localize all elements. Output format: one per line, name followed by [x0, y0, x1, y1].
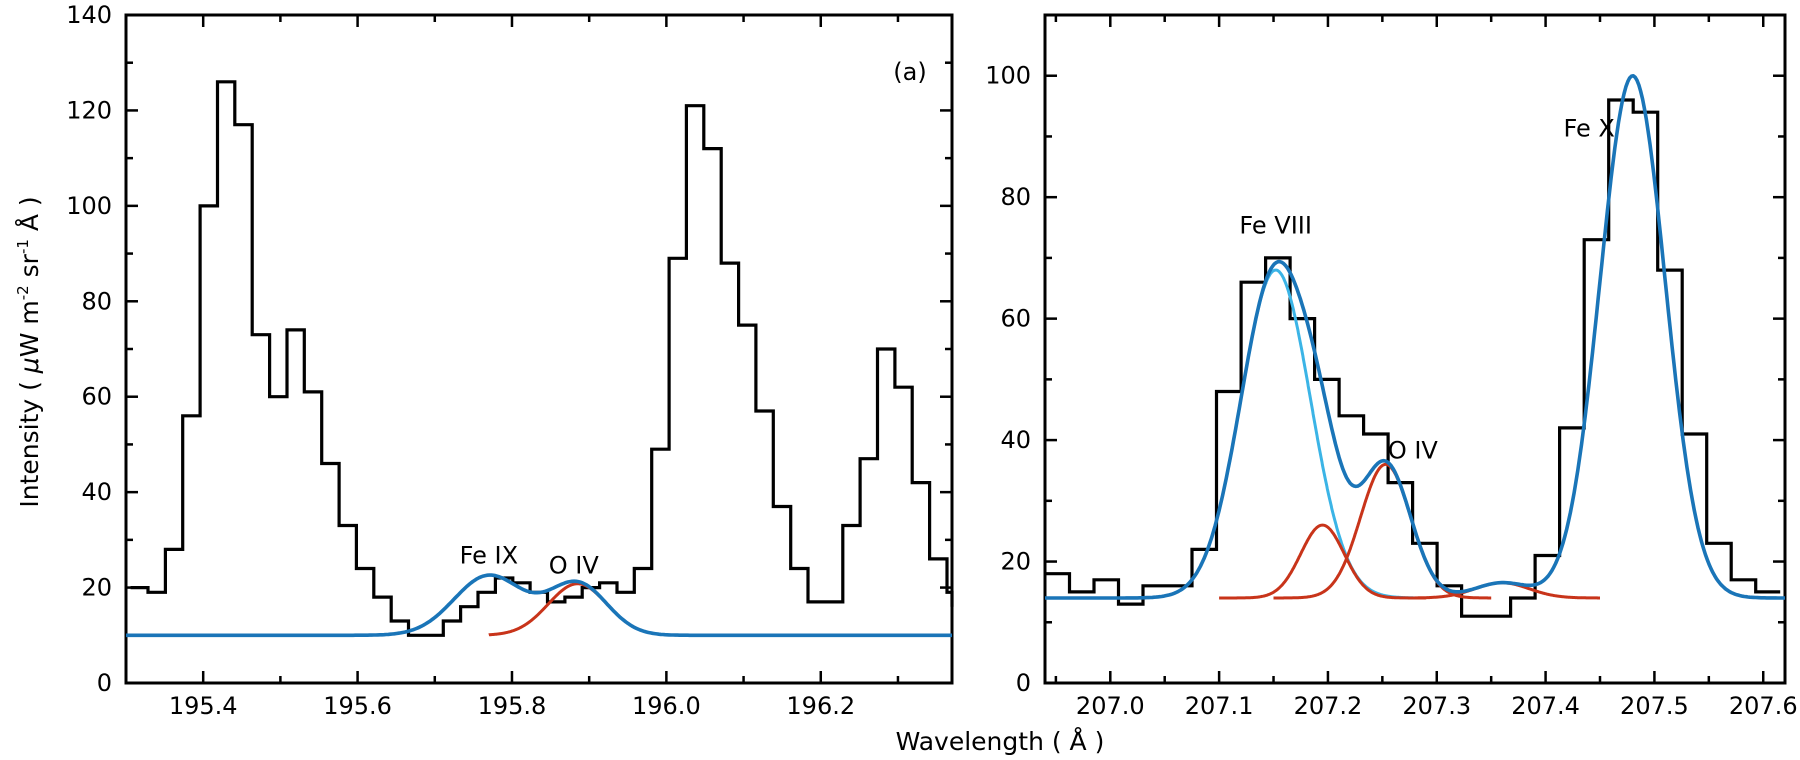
- plot-frame: [1043, 13, 1787, 685]
- fit-total-curve: [126, 573, 952, 638]
- x-tick-label: 196.0: [632, 692, 701, 720]
- y-tick-label: 0: [1016, 669, 1031, 697]
- o-component-curve: [487, 582, 629, 637]
- x-tick-label: 196.2: [786, 692, 855, 720]
- y-axis-title: Intensity ( μW m-2 sr-1 Å ): [14, 196, 44, 507]
- x-tick-label: 207.0: [1076, 692, 1145, 720]
- x-tick-label: 207.5: [1620, 692, 1689, 720]
- o-component-curve: [1218, 523, 1427, 600]
- panel-b: 207.0 207.1 207.2 207.3 207.4 207.5 207.6 0 20 40…: [985, 13, 1798, 720]
- x-tick-label: 207.4: [1511, 692, 1580, 720]
- y-tick-label: 140: [66, 1, 112, 29]
- x-tick-label: 195.4: [169, 692, 238, 720]
- x-tick-label: 195.6: [323, 692, 392, 720]
- fit-total-curve: [1045, 74, 1785, 600]
- line-annotation: O IV: [549, 551, 600, 579]
- y-tick-label: 60: [81, 383, 112, 411]
- x-tick-label: 207.6: [1729, 692, 1798, 720]
- y-tick-label: 100: [66, 192, 112, 220]
- y-tick-label: 80: [81, 287, 112, 315]
- y-tick-label: 60: [1000, 305, 1031, 333]
- x-tick-label: 207.1: [1185, 692, 1254, 720]
- x-axis-title: Wavelength ( Å ): [896, 727, 1105, 756]
- line-annotation: Fe IX: [460, 542, 518, 570]
- y-tick-label: 120: [66, 96, 112, 124]
- y-tick-label: 20: [81, 574, 112, 602]
- line-annotation: Fe VIII: [1239, 212, 1312, 240]
- panel-label: (a): [893, 58, 926, 86]
- y-tick-label: 100: [985, 62, 1031, 90]
- observed-spectrum-line: [130, 80, 954, 637]
- x-tick-label: 207.3: [1402, 692, 1471, 720]
- y-tick-label: 80: [1000, 183, 1031, 211]
- panel-a: 195.4 195.6 195.8 196.0 196.2 0 20 40 60 80 100 120…: [66, 1, 954, 720]
- o-component-curve: [1272, 462, 1493, 600]
- y-tick-label: 0: [97, 669, 112, 697]
- y-tick-label: 40: [81, 478, 112, 506]
- line-annotation: Fe X: [1563, 114, 1614, 142]
- line-annotation: O IV: [1388, 436, 1439, 464]
- x-tick-label: 195.8: [478, 692, 547, 720]
- y-tick-label: 40: [1000, 426, 1031, 454]
- y-tick-label: 20: [1000, 548, 1031, 576]
- plot-frame: [124, 13, 954, 685]
- observed-spectrum-line: [1045, 98, 1781, 618]
- x-tick-label: 207.2: [1294, 692, 1363, 720]
